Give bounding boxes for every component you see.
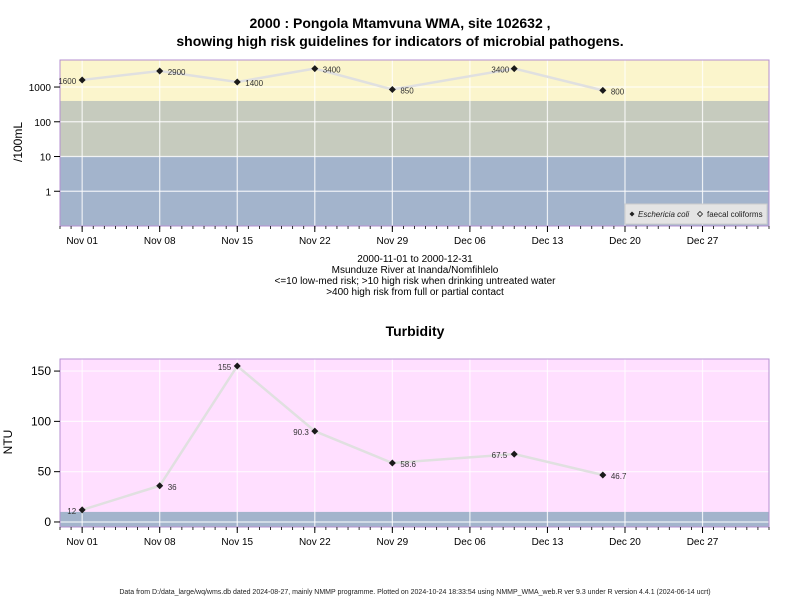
x-tick-label: Nov 22 [299,537,331,548]
turbidity-plot-area: Nov 01 Nov 08 Nov 15 Nov 22 Nov 29 Dec 06 Dec … [31,358,770,548]
legend-marker-faecal [696,210,704,218]
x-tick-label: Dec 27 [687,537,719,548]
risk-note-drinking: <=10 low-med risk; >10 high risk when dr… [274,276,556,287]
x-tick-label: Nov 01 [66,537,98,548]
x-tick-label: Nov 15 [221,537,253,548]
data-label: 850 [400,86,414,95]
data-point [78,506,86,514]
y-axis-label-ntu: NTU [1,429,15,455]
microbial-plot-area: Nov 01 Nov 08 Nov 15 Nov 22 Nov 29 Dec 06 Dec … [29,59,770,247]
x-tick-label: Dec 06 [454,236,486,247]
data-point [156,482,164,490]
y-tick-label: 10 [40,153,52,164]
data-label: 46.7 [611,472,627,481]
y-tick-label: 1 [45,187,51,198]
data-point [510,65,518,73]
x-tick-label: Nov 01 [66,236,98,247]
data-point [599,471,607,479]
data-point [156,67,164,75]
data-point [388,459,396,467]
x-tick-label: Nov 08 [144,537,176,548]
site-name-text: Msunduze River at Inanda/Nomfihlelo [331,265,499,276]
y-tick-label: 0 [44,515,51,529]
risk-note-contact: >400 high risk from full or partial cont… [326,287,504,298]
x-tick-label: Nov 08 [144,236,176,247]
turbidity-title: Turbidity [385,323,445,339]
data-point [599,86,607,94]
x-tick-label: Dec 20 [609,236,641,247]
data-label: 155 [218,363,232,372]
risk-band [60,60,769,101]
data-point [510,450,518,458]
data-point [233,78,241,86]
legend-marker-ecoli [629,211,635,217]
x-tick-label: Nov 22 [299,236,331,247]
data-label: 1400 [245,79,263,88]
y-tick-label: 150 [31,364,51,378]
x-tick-label: Nov 29 [377,236,409,247]
chart-title-line2: showing high risk guidelines for indicat… [176,33,624,49]
data-point [388,85,396,93]
data-point [311,427,319,435]
legend-box [624,203,768,225]
x-tick-label: Dec 13 [532,537,564,548]
legend-label-ecoli: Eschericia coli [638,210,689,219]
risk-band [60,511,769,527]
risk-band [60,100,769,157]
legend-label-faecal: faecal coliforms [707,210,763,219]
data-label: 58.6 [400,460,416,469]
x-tick-label: Nov 29 [377,537,409,548]
x-tick-label: Dec 27 [687,236,719,247]
plot-background [60,359,769,527]
data-point [233,362,241,370]
chart-title-line1: 2000 : Pongola Mtamvuna WMA, site 102632… [249,15,551,31]
data-label: 3400 [323,66,341,75]
legend: Eschericia coli faecal coliforms [624,203,768,225]
y-tick-label: 1000 [29,83,52,94]
x-tick-label: Dec 13 [532,236,564,247]
date-range-text: 2000-11-01 to 2000-12-31 [357,254,473,265]
data-point [78,76,86,84]
data-label: 800 [611,87,625,96]
data-label: 2900 [168,68,186,77]
x-tick-label: Dec 06 [454,537,486,548]
x-tick-label: Nov 15 [221,236,253,247]
y-tick-label: 100 [31,414,51,428]
data-label: 1600 [58,77,76,86]
x-tick-label: Dec 20 [609,537,641,548]
data-label: 36 [168,483,177,492]
data-label: 3400 [491,66,509,75]
y-tick-label: 100 [34,118,51,129]
data-label: 12 [67,507,76,516]
data-label: 67.5 [492,451,508,460]
data-label: 90.3 [293,428,309,437]
footer-note: Data from D:/data_large/wq/wms.db dated … [119,589,711,596]
data-point [311,65,319,73]
y-tick-label: 50 [38,465,52,479]
